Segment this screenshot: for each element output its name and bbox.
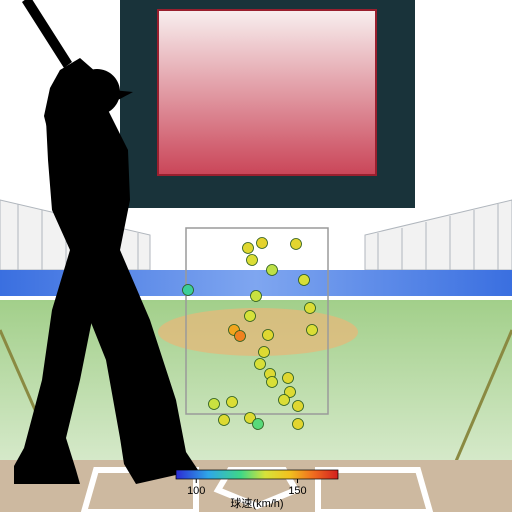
pitch-marker xyxy=(299,275,310,286)
pitch-marker xyxy=(255,359,266,370)
pitch-marker xyxy=(267,265,278,276)
pitch-marker xyxy=(219,415,230,426)
pitch-marker xyxy=(251,291,262,302)
scoreboard-screen xyxy=(158,10,376,175)
pitch-marker xyxy=(267,377,278,388)
pitch-marker xyxy=(279,395,290,406)
pitch-marker xyxy=(245,311,256,322)
pitch-marker xyxy=(259,347,270,358)
colorbar-axis-label: 球速(km/h) xyxy=(230,496,283,510)
colorbar xyxy=(176,470,338,479)
pitch-marker xyxy=(263,330,274,341)
pitch-marker xyxy=(293,401,304,412)
pitch-marker xyxy=(253,419,264,430)
pitch-marker xyxy=(305,303,316,314)
pitch-marker xyxy=(307,325,318,336)
pitch-marker xyxy=(243,243,254,254)
pitch-marker xyxy=(283,373,294,384)
pitch-marker xyxy=(227,397,238,408)
pitch-marker xyxy=(209,399,220,410)
pitch-marker xyxy=(235,331,246,342)
colorbar-tick-label: 100 xyxy=(187,485,205,497)
pitch-marker xyxy=(293,419,304,430)
colorbar-tick-label: 150 xyxy=(288,485,306,497)
pitch-marker xyxy=(257,238,268,249)
pitch-marker xyxy=(291,239,302,250)
pitch-marker xyxy=(247,255,258,266)
pitch-marker xyxy=(183,285,194,296)
